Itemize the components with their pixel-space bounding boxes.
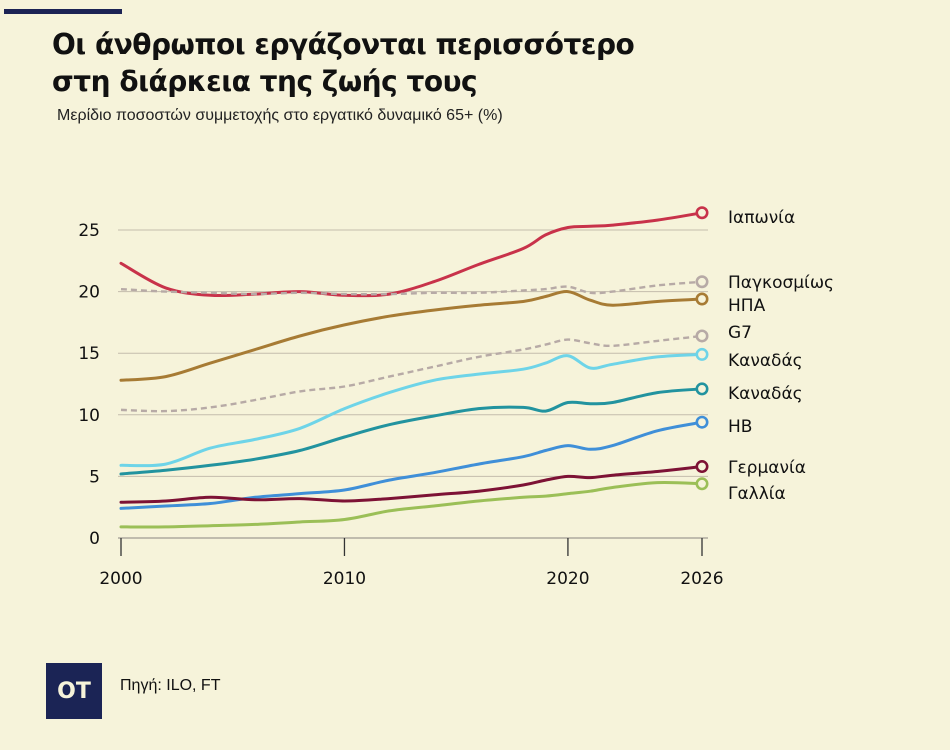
y-tick-label: 5 [89,467,100,487]
series-line [120,334,703,413]
end-marker [695,329,709,343]
series-labels: Ιαπωνία Παγκοσμίως ΗΠΑ G7 Καναδάς Καναδάς ΗΒ Γε… [728,208,834,504]
x-tick-label: 2026 [680,569,723,589]
end-marker [695,477,709,491]
series-label: ΗΒ [728,417,752,437]
end-marker [695,347,709,361]
source-note: Πηγή: ILO, FT [120,677,221,694]
end-marker [695,292,709,306]
series-line [119,387,704,476]
y-tick-label: 20 [78,283,100,303]
end-markers [695,206,709,491]
x-tick-label: 2020 [546,569,589,589]
chart-subtitle: Μερίδιο ποσοστών συμμετοχής στο εργατικό… [57,107,503,124]
end-marker [695,206,709,220]
x-tick-label: 2010 [323,569,366,589]
chart-title: Οι άνθρωποι εργάζονται περισσότερο στη δ… [52,26,752,100]
y-tick-label: 15 [78,344,100,364]
series-line [120,280,703,296]
series-label: ΗΠΑ [728,296,766,316]
series-line [119,480,704,529]
y-tick-label: 0 [89,529,100,549]
series-line [119,465,704,504]
series-line [119,290,704,382]
series-label: Γαλλία [728,484,786,504]
series-label: Ιαπωνία [728,208,795,228]
series-label: Γερμανία [728,458,806,478]
y-tick-label: 25 [78,221,100,241]
y-axis-ticks: 0 5 10 15 20 25 [78,221,100,549]
title-line-2: στη διάρκεια της ζωής τους [52,65,478,98]
top-accent-bar [4,9,122,14]
end-marker [695,382,709,396]
end-marker [695,275,709,289]
series-lines [119,211,704,529]
series-line [119,352,704,468]
title-line-1: Οι άνθρωποι εργάζονται περισσότερο [52,28,635,61]
end-marker [695,415,709,429]
series-label: Καναδάς [728,351,803,371]
series-label: Παγκοσμίως [728,273,834,293]
series-line [119,420,704,510]
series-label: G7 [728,323,752,343]
x-axis: 2000 2010 2020 2026 [99,537,724,589]
y-tick-label: 10 [78,406,100,426]
series-line [119,211,704,298]
x-tick-label: 2000 [99,569,142,589]
gridlines [118,229,708,477]
ot-logo: OT [46,663,102,719]
series-label: Καναδάς [728,384,803,404]
end-marker [695,460,709,474]
